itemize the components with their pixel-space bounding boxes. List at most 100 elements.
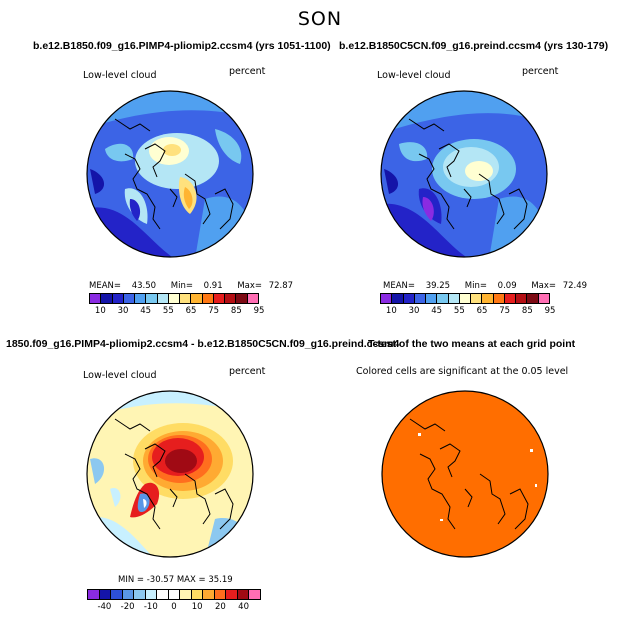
colorbar-swatch bbox=[403, 294, 415, 303]
colorbar-tick-label: 75 bbox=[499, 306, 511, 316]
colorbar-swatch bbox=[123, 294, 136, 303]
panel1-unit-label: percent bbox=[229, 66, 266, 77]
season-title: SON bbox=[297, 8, 343, 30]
colorbar-swatch bbox=[226, 590, 238, 599]
panel3-minmax: MIN = -30.57 MAX = 35.19 bbox=[118, 575, 233, 585]
colorbar-tick-label: 85 bbox=[230, 306, 242, 316]
colorbar-tick-label: 65 bbox=[476, 306, 488, 316]
panel2-max-label: Max= bbox=[531, 281, 557, 291]
colorbar-swatch bbox=[471, 294, 483, 303]
colorbar-swatch bbox=[213, 294, 226, 303]
colorbar-swatch bbox=[191, 294, 203, 303]
colorbar-swatch bbox=[482, 294, 494, 303]
colorbar-tick-label: -40 bbox=[97, 602, 112, 612]
panel1-title: b.e12.B1850.f09_g16.PIMP4-pliomip2.ccsm4… bbox=[33, 40, 331, 52]
panel1-max-label: Max= bbox=[237, 281, 263, 291]
colorbar-swatch bbox=[180, 294, 192, 303]
panel2-polar-map bbox=[380, 90, 548, 258]
colorbar-swatch bbox=[202, 294, 214, 303]
panel4-title: T-test of the two means at each grid poi… bbox=[368, 338, 576, 350]
panel3-unit-label: percent bbox=[229, 366, 266, 377]
colorbar-tick-label: 55 bbox=[162, 306, 174, 316]
panel2-unit-label: percent bbox=[522, 66, 559, 77]
colorbar-swatch bbox=[448, 294, 460, 303]
colorbar-tick-label: 30 bbox=[117, 306, 129, 316]
panel2-stats: MEAN= 39.25 Min= 0.09 Max= 72.49 bbox=[383, 281, 587, 291]
colorbar-swatch bbox=[527, 294, 539, 303]
panel2-colorbar-ticks: 10 30 45 55 65 75 85 95 bbox=[380, 306, 556, 318]
colorbar-swatch bbox=[111, 590, 123, 599]
panel2-max-value: 72.49 bbox=[562, 281, 588, 291]
panel1-colorbar bbox=[89, 293, 259, 304]
colorbar-tick-label: -20 bbox=[120, 602, 135, 612]
colorbar-tick-label: 10 bbox=[191, 602, 203, 612]
colorbar-swatch bbox=[236, 294, 248, 303]
panel1-colorbar-ticks: 10 30 45 55 65 75 85 95 bbox=[89, 306, 265, 318]
colorbar-tick-label: 45 bbox=[140, 306, 152, 316]
colorbar-swatch bbox=[145, 590, 158, 599]
colorbar-swatch bbox=[157, 294, 169, 303]
colorbar-swatch bbox=[538, 294, 549, 303]
colorbar-swatch bbox=[88, 590, 100, 599]
panel2-var-label: Low-level cloud bbox=[377, 70, 451, 81]
colorbar-tick-label: 85 bbox=[521, 306, 533, 316]
colorbar-swatch bbox=[101, 294, 113, 303]
colorbar-swatch bbox=[381, 294, 393, 303]
panel3-var-label: Low-level cloud bbox=[83, 370, 157, 381]
colorbar-swatch bbox=[157, 590, 169, 599]
colorbar-swatch bbox=[146, 294, 158, 303]
colorbar-swatch bbox=[90, 294, 102, 303]
panel2-mean-value: 39.25 bbox=[425, 281, 451, 291]
panel2-colorbar bbox=[380, 293, 550, 304]
panel3-polar-map bbox=[86, 390, 254, 558]
colorbar-swatch bbox=[168, 294, 181, 303]
panel1-max-value: 72.87 bbox=[268, 281, 294, 291]
panel1-min-value: 0.91 bbox=[203, 281, 223, 291]
colorbar-tick-label: 55 bbox=[453, 306, 465, 316]
panel1-polar-map bbox=[86, 90, 254, 258]
panel2-title: b.e12.B1850C5CN.f09_g16.preind.ccsm4 (yr… bbox=[339, 40, 609, 52]
colorbar-tick-label: 20 bbox=[214, 602, 226, 612]
panel1-stats: MEAN= 43.50 Min= 0.91 Max= 72.87 bbox=[89, 281, 293, 291]
panel2-min-value: 0.09 bbox=[497, 281, 517, 291]
colorbar-swatch bbox=[134, 590, 146, 599]
panel1-mean-label: MEAN= bbox=[89, 281, 121, 291]
panel3-colorbar-ticks: -40 -20 -10 0 10 20 40 bbox=[87, 602, 261, 614]
colorbar-swatch bbox=[214, 590, 227, 599]
panel4-polar-map bbox=[381, 390, 549, 558]
colorbar-swatch bbox=[122, 590, 135, 599]
colorbar-swatch bbox=[392, 294, 404, 303]
colorbar-swatch bbox=[504, 294, 517, 303]
colorbar-swatch bbox=[426, 294, 438, 303]
panel1-min-label: Min= bbox=[170, 281, 193, 291]
colorbar-swatch bbox=[247, 294, 258, 303]
colorbar-tick-label: 10 bbox=[94, 306, 106, 316]
colorbar-tick-label: 75 bbox=[208, 306, 220, 316]
colorbar-tick-label: 45 bbox=[431, 306, 443, 316]
panel2-mean-label: MEAN= bbox=[383, 281, 415, 291]
colorbar-swatch bbox=[112, 294, 124, 303]
colorbar-swatch bbox=[437, 294, 449, 303]
colorbar-tick-label: 65 bbox=[185, 306, 197, 316]
colorbar-swatch bbox=[516, 294, 528, 303]
panel2-min-label: Min= bbox=[464, 281, 487, 291]
colorbar-tick-label: 95 bbox=[253, 306, 265, 316]
colorbar-swatch bbox=[180, 590, 192, 599]
colorbar-tick-label: 0 bbox=[171, 602, 177, 612]
colorbar-swatch bbox=[493, 294, 505, 303]
colorbar-swatch bbox=[459, 294, 472, 303]
colorbar-tick-label: 30 bbox=[408, 306, 420, 316]
panel3-colorbar bbox=[87, 589, 261, 600]
colorbar-swatch bbox=[225, 294, 237, 303]
panel4-note: Colored cells are significant at the 0.0… bbox=[356, 366, 569, 377]
colorbar-swatch bbox=[135, 294, 147, 303]
colorbar-swatch bbox=[99, 590, 112, 599]
colorbar-swatch bbox=[249, 590, 260, 599]
colorbar-swatch bbox=[414, 294, 427, 303]
colorbar-tick-label: -10 bbox=[143, 602, 158, 612]
panel1-mean-value: 43.50 bbox=[131, 281, 157, 291]
colorbar-tick-label: 40 bbox=[238, 602, 249, 612]
colorbar-swatch bbox=[168, 590, 181, 599]
colorbar-swatch bbox=[191, 590, 204, 599]
